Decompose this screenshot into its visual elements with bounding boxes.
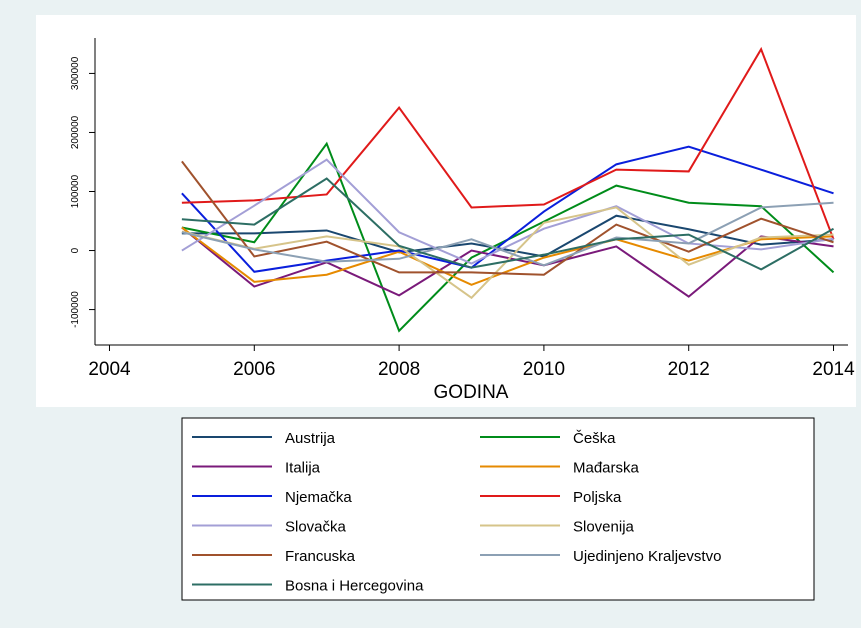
series-line xyxy=(181,158,834,265)
legend-label: Slovačka xyxy=(285,519,347,536)
y-tick-label: 300000 xyxy=(70,56,81,90)
legend-label: Slovenija xyxy=(573,519,635,536)
series-line xyxy=(181,226,834,298)
y-tick-label: -100000 xyxy=(70,291,81,328)
series-line xyxy=(181,226,834,286)
legend-label: Francuska xyxy=(285,548,356,565)
legend-label: Italija xyxy=(285,460,321,477)
legend-label: Austrija xyxy=(285,430,336,447)
legend-label: Njemačka xyxy=(285,489,352,506)
x-tick-label: 2014 xyxy=(812,359,855,380)
x-tick-label: 2012 xyxy=(668,359,710,380)
y-tick-label: 0 xyxy=(70,247,81,253)
series-line xyxy=(181,177,835,271)
x-tick-label: 2004 xyxy=(88,359,131,380)
legend-box xyxy=(181,417,815,601)
x-tick-label: 2006 xyxy=(233,359,275,380)
legend-label: Ujedinjeno Kraljevstvo xyxy=(573,548,721,565)
legend-label: Češka xyxy=(573,430,616,447)
series-line xyxy=(181,160,834,276)
series-line xyxy=(181,201,834,267)
x-tick-label: 2008 xyxy=(378,359,420,380)
series-line xyxy=(181,214,834,258)
legend-label: Poljska xyxy=(573,489,622,506)
x-axis-title: GODINA xyxy=(434,382,509,403)
x-tick-label: 2010 xyxy=(523,359,565,380)
legend-label: Mađarska xyxy=(573,460,640,477)
series-line xyxy=(181,145,834,273)
series-line xyxy=(181,46,835,240)
plot-region xyxy=(36,15,856,407)
y-tick-label: 100000 xyxy=(70,174,81,208)
legend-label: Bosna i Hercegovina xyxy=(285,578,424,595)
y-tick-label: 200000 xyxy=(70,115,81,149)
